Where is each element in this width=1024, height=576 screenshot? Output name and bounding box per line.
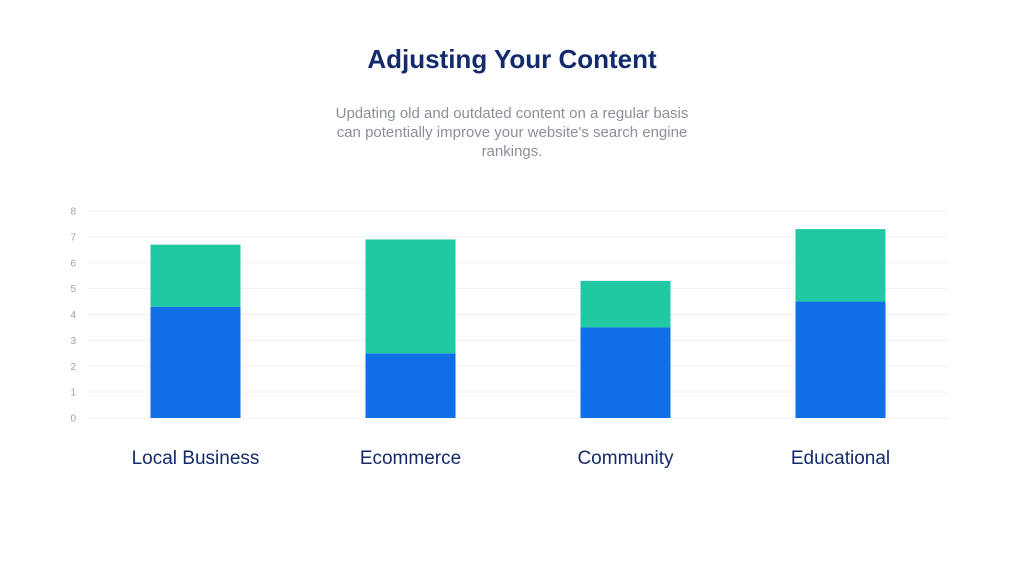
- y-tick-label: 2: [70, 362, 76, 373]
- y-tick-label: 4: [70, 310, 76, 321]
- chart-subtitle: Updating old and outdated content on a r…: [335, 105, 689, 160]
- bar-segment-upper: [795, 229, 886, 302]
- bar-segment-lower: [795, 301, 886, 418]
- y-axis-ticks: 0 1 2 3 4 5 6 7 8: [70, 207, 76, 425]
- y-tick-label: 0: [70, 414, 76, 425]
- bar-segment-lower: [580, 327, 671, 418]
- category-label: Ecommerce: [360, 448, 461, 469]
- bar-segment-upper: [365, 239, 456, 354]
- bar-segment-lower: [365, 353, 456, 418]
- category-label: Local Business: [132, 448, 260, 469]
- y-tick-label: 6: [70, 258, 76, 269]
- x-axis-categories: Local Business Ecommerce Community Educatio…: [132, 448, 891, 469]
- bar-segment-lower: [150, 306, 241, 418]
- bar-segment-upper: [580, 280, 671, 328]
- bar-segment-upper: [150, 244, 241, 307]
- category-label: Community: [577, 448, 674, 469]
- y-tick-label: 1: [70, 388, 76, 399]
- y-tick-label: 8: [70, 207, 76, 218]
- chart-title: Adjusting Your Content: [367, 44, 657, 74]
- y-tick-label: 5: [70, 284, 76, 295]
- y-tick-label: 7: [70, 232, 76, 243]
- bars: [150, 229, 886, 418]
- category-label: Educational: [791, 448, 890, 469]
- y-tick-label: 3: [70, 336, 76, 347]
